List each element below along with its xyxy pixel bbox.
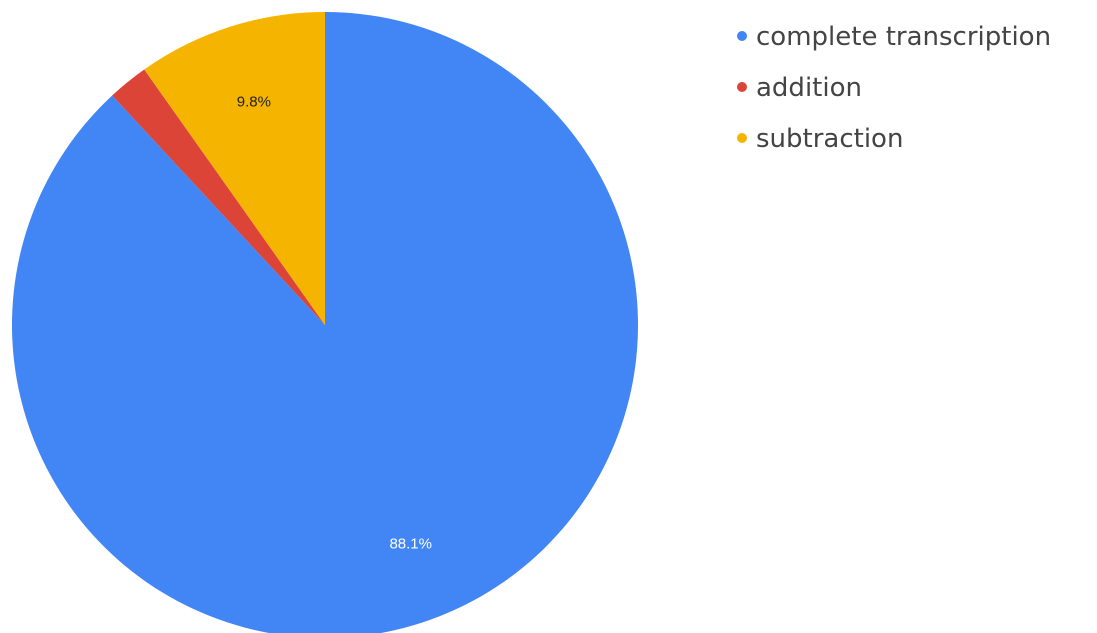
legend-label-subtraction: subtraction xyxy=(756,124,903,154)
legend-label-addition: addition xyxy=(756,73,862,103)
legend-marker-addition xyxy=(737,82,747,92)
legend-marker-subtraction xyxy=(737,133,747,143)
slice-labels: 88.1% 9.8% xyxy=(237,93,432,552)
pie-slice-subtraction xyxy=(144,12,325,325)
legend-label-complete-transcription: complete transcription xyxy=(756,22,1051,52)
slice-label-subtraction: 9.8% xyxy=(237,93,271,110)
legend: complete transcription addition subtractio… xyxy=(737,22,1051,154)
pie-slice-addition xyxy=(112,69,325,326)
legend-marker-complete-transcription xyxy=(737,31,747,41)
slice-label-complete-transcription: 88.1% xyxy=(389,536,432,553)
pie-slices xyxy=(12,12,638,633)
pie-slice-complete-transcription xyxy=(12,12,638,633)
